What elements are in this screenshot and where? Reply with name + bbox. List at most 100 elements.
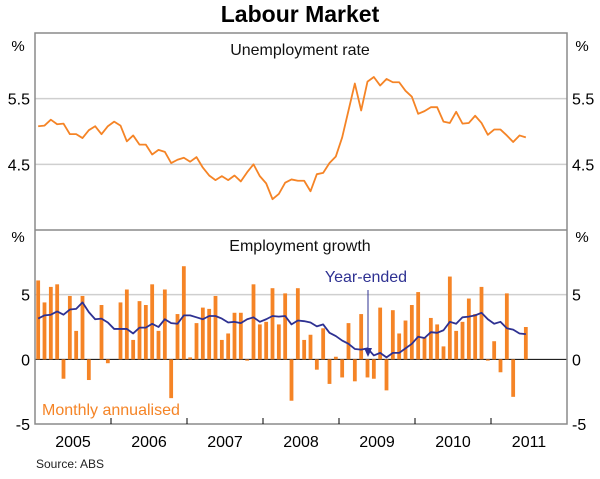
monthly-annualised-bar: [245, 359, 250, 361]
monthly-annualised-bar: [257, 324, 262, 360]
monthly-annualised-bar: [276, 324, 281, 360]
x-tick-label: 2006: [131, 434, 167, 451]
monthly-annualised-bar: [384, 359, 389, 391]
unemployment-rate-line: [38, 76, 527, 201]
monthly-annualised-label: Monthly annualised: [42, 402, 180, 419]
monthly-annualised-bar: [162, 289, 167, 360]
monthly-annualised-bar: [397, 333, 402, 360]
monthly-annualised-bar: [346, 323, 351, 360]
monthly-annualised-bar: [99, 305, 104, 360]
monthly-annualised-bar: [308, 334, 313, 360]
bottom-left-unit: %: [11, 229, 24, 246]
monthly-annualised-bar: [86, 359, 91, 381]
y-tick-label-left: -5: [16, 417, 30, 434]
chart-marks: [36, 76, 528, 401]
monthly-annualised-bar: [416, 292, 421, 360]
y-tick-label-right: 4.5: [572, 157, 594, 174]
monthly-annualised-bar: [188, 357, 193, 360]
monthly-annualised-bar: [504, 293, 509, 360]
monthly-annualised-bar: [232, 312, 237, 360]
monthly-annualised-bar: [150, 284, 155, 360]
bottom-right-unit: %: [575, 229, 588, 246]
monthly-annualised-bar: [473, 314, 478, 360]
monthly-annualised-bar: [238, 312, 243, 360]
monthly-annualised-bar: [226, 333, 231, 360]
monthly-annualised-bar: [74, 330, 79, 360]
plot-border: [34, 32, 568, 425]
monthly-annualised-bar: [289, 359, 294, 401]
chart-frame: [34, 32, 568, 425]
monthly-annualised-bar: [80, 295, 85, 360]
x-tick-label: 2011: [512, 434, 547, 451]
monthly-annualised-bar: [485, 359, 490, 361]
monthly-annualised-bar: [36, 280, 41, 360]
x-tick-label: 2008: [283, 434, 319, 451]
monthly-annualised-bar: [454, 330, 459, 360]
monthly-annualised-bar: [511, 359, 516, 397]
monthly-annualised-bar: [447, 276, 452, 360]
monthly-annualised-bar: [67, 295, 72, 360]
monthly-annualised-bar: [55, 284, 60, 360]
monthly-annualised-bar: [359, 314, 364, 360]
monthly-annualised-bar: [270, 288, 275, 360]
monthly-annualised-bar: [390, 310, 395, 360]
monthly-annualised-bar: [378, 307, 383, 360]
monthly-annualised-bar: [403, 320, 408, 360]
monthly-annualised-bar: [409, 305, 414, 360]
monthly-annualised-bar: [466, 298, 471, 360]
y-tick-label-right: -5: [572, 417, 586, 434]
top-left-unit: %: [11, 38, 24, 55]
year-ended-label: Year-ended: [325, 269, 407, 286]
monthly-annualised-bar: [264, 321, 269, 360]
monthly-annualised-bar: [435, 324, 440, 360]
y-tick-label-left: 5: [21, 288, 30, 305]
y-tick-label-left: 5.5: [8, 92, 30, 109]
x-tick-label: 2009: [359, 434, 395, 451]
y-tick-label-left: 0: [21, 352, 30, 369]
y-tick-label-right: 5: [572, 288, 581, 305]
monthly-annualised-bar: [105, 359, 110, 364]
monthly-annualised-bar: [479, 286, 484, 360]
monthly-annualised-bar: [314, 359, 319, 370]
monthly-annualised-bar: [194, 323, 199, 360]
monthly-annualised-bar: [371, 359, 376, 379]
monthly-annualised-bar: [498, 359, 503, 373]
gridlines: [35, 97, 567, 360]
monthly-annualised-bar: [441, 346, 446, 360]
monthly-annualised-bar: [302, 339, 307, 360]
monthly-annualised-bar: [523, 327, 528, 360]
monthly-annualised-bar: [295, 288, 300, 360]
monthly-annualised-bar: [213, 295, 218, 360]
monthly-annualised-bar: [321, 328, 326, 360]
monthly-annualised-bar: [492, 341, 497, 360]
bottom-panel-title: Employment growth: [229, 238, 370, 255]
monthly-annualised-bar: [460, 321, 465, 360]
monthly-annualised-bar: [169, 359, 174, 399]
axis-labels: Unemployment rate Employment growth % % …: [8, 38, 595, 471]
monthly-annualised-bar: [283, 293, 288, 360]
x-tick-label: 2010: [435, 434, 471, 451]
monthly-annualised-bar: [48, 286, 53, 360]
monthly-annualised-bar: [207, 308, 212, 360]
top-panel-title: Unemployment rate: [230, 42, 370, 59]
monthly-annualised-bar: [175, 314, 180, 360]
chart-title: Labour Market: [221, 1, 380, 27]
monthly-annualised-bar: [143, 305, 148, 360]
y-tick-label-right: 0: [572, 352, 581, 369]
monthly-annualised-bar: [327, 359, 332, 384]
monthly-annualised-bar: [42, 302, 47, 360]
monthly-annualised-bar: [428, 317, 433, 360]
x-tick-label: 2005: [55, 434, 91, 451]
source-note: Source: ABS: [36, 457, 104, 471]
x-tick-label: 2007: [207, 434, 243, 451]
monthly-annualised-bar: [124, 289, 129, 360]
monthly-annualised-bar: [340, 359, 345, 378]
monthly-annualised-bar: [333, 356, 338, 360]
monthly-annualised-bar: [156, 330, 161, 360]
annotation-arrow-head: [364, 348, 372, 357]
y-tick-label-right: 5.5: [572, 92, 594, 109]
monthly-annualised-bar: [118, 302, 123, 360]
y-tick-label-left: 4.5: [8, 157, 30, 174]
monthly-annualised-bar: [131, 339, 136, 360]
